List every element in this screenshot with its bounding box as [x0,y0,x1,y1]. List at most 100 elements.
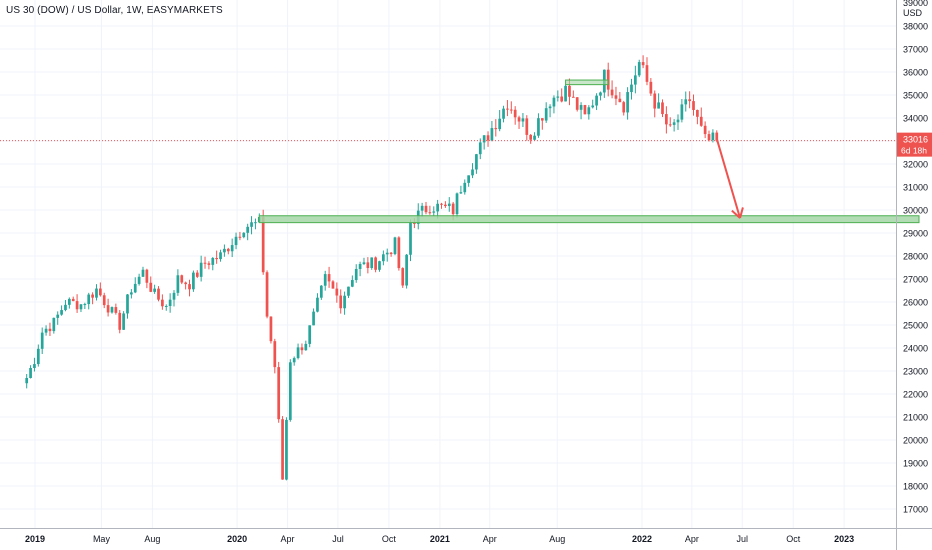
candle-up [308,325,312,344]
price-tick-label: 21000 [903,413,928,423]
candle-down [440,203,443,205]
candle-down [540,118,544,121]
candle-up [684,99,688,105]
candle-up [564,85,567,102]
candle-up [288,362,292,420]
candle-up [172,292,176,300]
candle-up [130,292,133,295]
candle-up [521,118,525,122]
candle-up [537,118,540,136]
candle-down [374,257,377,270]
price-tick-label: 26000 [903,298,928,308]
candle-up [378,261,381,270]
candle-down [707,134,711,141]
candle-up [354,268,358,281]
candle-down [649,81,653,94]
candle-up [591,105,595,108]
candle-down [339,295,343,309]
candle-down [645,65,649,82]
candle-down [688,99,691,102]
candle-up [199,262,203,277]
candle-up [711,132,715,141]
candle-down [269,316,273,342]
candle-up [382,254,385,262]
candle-down [327,274,331,282]
candle-down [583,105,587,115]
candle-up [95,288,98,298]
chart-title: US 30 (DOW) / US Dollar, 1W, EASYMARKETS [6,5,223,16]
candle-up [168,299,172,306]
candle-up [87,294,91,305]
candle-up [36,348,40,365]
candle-up [579,105,583,110]
zones-layer [258,79,920,224]
price-tick-label: 25000 [903,321,928,331]
candle-up [385,252,389,255]
candle-down [207,263,211,265]
candle-up [548,106,552,109]
candle-up [56,314,60,318]
candle-up [137,276,141,284]
candle-down [506,108,509,110]
last-price-label: 33016 [903,135,928,145]
price-tick-label: 36000 [903,68,928,78]
candle-down [451,203,455,215]
candle-up [447,203,451,207]
time-tick-label: Aug [144,534,160,544]
candle-down [180,275,184,283]
price-tick-label: 30000 [903,206,928,216]
candle-up [296,347,300,359]
candle-up [556,96,560,98]
candle-down [75,301,79,310]
candle-up [587,107,591,115]
price-tick-label: 37000 [903,45,928,55]
price-tick-label: 20000 [903,436,928,446]
candle-down [226,248,230,252]
price-tick-label: 34000 [903,114,928,124]
candle-up [292,358,296,363]
candle-up [110,307,114,313]
candle-up [420,205,424,211]
candle-down [529,134,533,140]
candle-down [281,419,284,480]
candle-up [459,192,463,194]
price-tick-label: 38000 [903,22,928,32]
price-tick-label: 32000 [903,160,928,170]
candle-up [370,257,374,269]
time-tick-label: 2021 [430,534,450,544]
candle-down [145,269,149,283]
price-tick-label: 19000 [903,459,928,469]
candle-up [164,305,168,307]
candle-up [637,62,641,76]
candle-down [238,236,242,238]
candle-down [300,347,304,351]
candle-down [389,252,393,255]
candle-down [428,212,432,214]
time-tick-label: 2019 [25,534,45,544]
candle-down [665,114,668,125]
candle-down [661,102,664,115]
candle-down [509,109,513,111]
candle-down [571,96,575,98]
candle-down [513,109,517,118]
candle-up [347,286,350,296]
candle-down [444,204,447,207]
candle-up [122,313,125,330]
candle-up [223,248,226,253]
candle-up [405,254,408,286]
candle-up [362,262,366,264]
candle-up [471,169,474,176]
time-tick-label: 2022 [632,534,652,544]
candle-up [533,135,536,140]
candle-down [494,128,498,130]
candle-up [60,310,63,315]
candle-down [424,205,428,213]
candle-up [304,343,308,351]
candle-down [149,282,153,292]
candle-up [79,304,83,310]
candle-down [699,116,703,126]
support-zone [258,215,920,224]
candle-up [502,108,505,119]
